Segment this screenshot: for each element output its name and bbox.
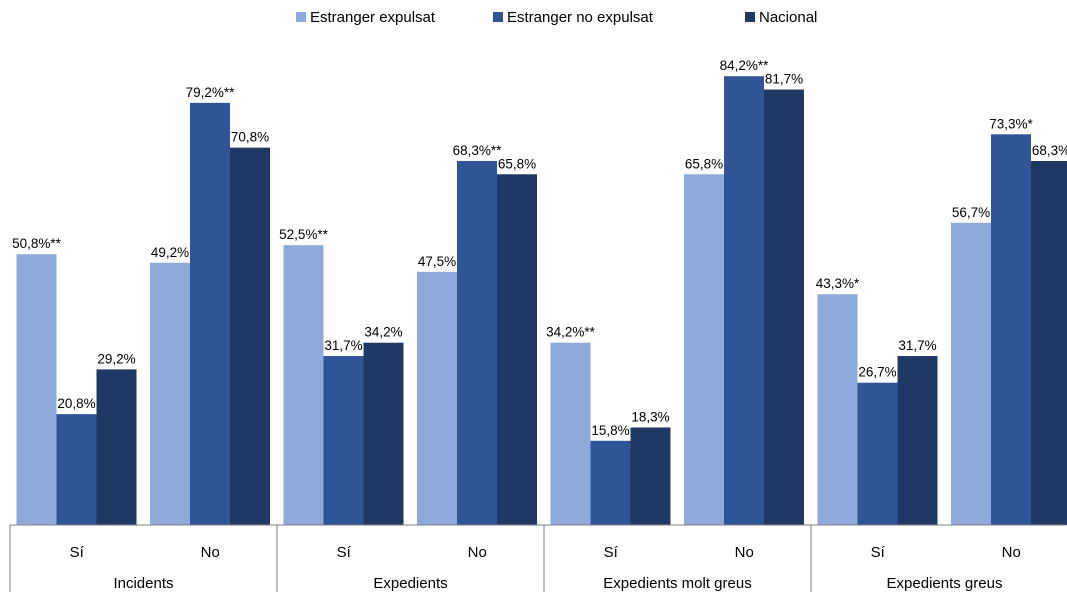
bar <box>417 271 457 525</box>
bar <box>1031 160 1067 525</box>
data-label: 81,7% <box>765 72 803 87</box>
category-label: Sí <box>604 544 619 561</box>
bar <box>190 102 230 525</box>
data-label: 26,7% <box>858 365 896 380</box>
bar <box>283 245 324 526</box>
group-label: Expedients greus <box>887 575 1003 592</box>
data-label: 50,8%** <box>12 236 62 251</box>
category-label: No <box>735 544 754 561</box>
bar <box>897 356 938 525</box>
group-label: Expedients molt greus <box>603 575 751 592</box>
category-label: No <box>1002 544 1021 561</box>
category-label: Sí <box>70 544 85 561</box>
data-label: 34,2%** <box>546 325 596 340</box>
group-label: Incidents <box>113 575 173 592</box>
data-label: 73,3%* <box>989 116 1033 131</box>
bar <box>630 427 671 525</box>
legend-swatch <box>745 12 755 22</box>
legend-swatch <box>296 12 306 22</box>
bar <box>991 134 1031 525</box>
legend: Estranger expulsat Estranger no expulsat N… <box>296 9 817 26</box>
bar <box>817 294 858 525</box>
data-label: 20,8% <box>57 396 95 411</box>
data-label: 47,5% <box>418 254 456 269</box>
bar <box>150 262 190 525</box>
bar <box>550 342 591 525</box>
bar <box>764 89 804 525</box>
category-label: No <box>468 544 487 561</box>
bar <box>230 147 270 526</box>
bar <box>684 174 724 525</box>
bar <box>724 76 764 526</box>
data-label: 79,2%** <box>186 85 236 100</box>
bar <box>951 222 991 525</box>
bar <box>457 160 497 525</box>
data-label: 56,7% <box>952 205 990 220</box>
data-label: 31,7% <box>898 338 936 353</box>
legend-label: Nacional <box>759 9 817 26</box>
bar <box>363 342 404 525</box>
data-label: 43,3%* <box>816 276 860 291</box>
data-label: 31,7% <box>324 338 362 353</box>
data-label: 84,2%** <box>720 58 770 73</box>
data-label: 65,8% <box>685 156 723 171</box>
data-labels: 50,8%** 49,2% 52,5%** 47,5% 34,2%** 65,8% 43,3… <box>12 58 1067 438</box>
data-label: 68,3% <box>1032 143 1067 158</box>
category-label: Sí <box>871 544 886 561</box>
data-label: 70,8% <box>231 130 269 145</box>
bar <box>96 369 137 525</box>
legend-label: Estranger no expulsat <box>507 9 654 26</box>
data-label: 15,8% <box>591 423 629 438</box>
category-label: No <box>201 544 220 561</box>
bar <box>497 174 537 525</box>
bar <box>323 356 364 525</box>
group-label: Expedients <box>373 575 447 592</box>
data-label: 34,2% <box>364 325 402 340</box>
bar <box>857 382 898 525</box>
category-label: Sí <box>337 544 352 561</box>
bars <box>16 76 1067 526</box>
x-axis: Sí No Incidents Sí No Expedients Sí No Expedient… <box>9 524 1066 592</box>
data-label: 49,2% <box>151 245 189 260</box>
bar <box>590 440 631 525</box>
legend-swatch <box>493 12 503 22</box>
data-label: 18,3% <box>631 409 669 424</box>
bar <box>56 414 97 525</box>
data-label: 52,5%** <box>279 227 329 242</box>
data-label: 65,8% <box>498 156 536 171</box>
bar <box>16 254 57 525</box>
legend-label: Estranger expulsat <box>310 9 436 26</box>
data-label: 68,3%** <box>453 143 503 158</box>
data-label: 29,2% <box>97 351 135 366</box>
